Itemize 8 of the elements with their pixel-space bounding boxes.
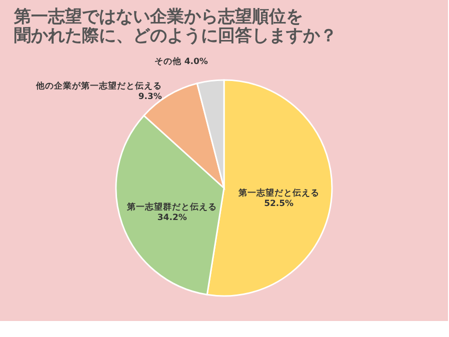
data-label: 34.2% [157,212,188,223]
slice-label: 第一志望群だと伝える [126,201,218,212]
data-label: 9.3% [138,92,162,102]
slice-label: 他の企業が第一志望だと伝える [34,80,162,92]
slice-label: 第一志望だと伝える [237,187,320,198]
slice-label: その他 4.0% [154,56,208,68]
data-label: 52.5% [264,198,294,209]
chart-title: 第一志望ではない企業から志望順位を聞かれた際に、どのように回答しますか？ [13,7,337,46]
